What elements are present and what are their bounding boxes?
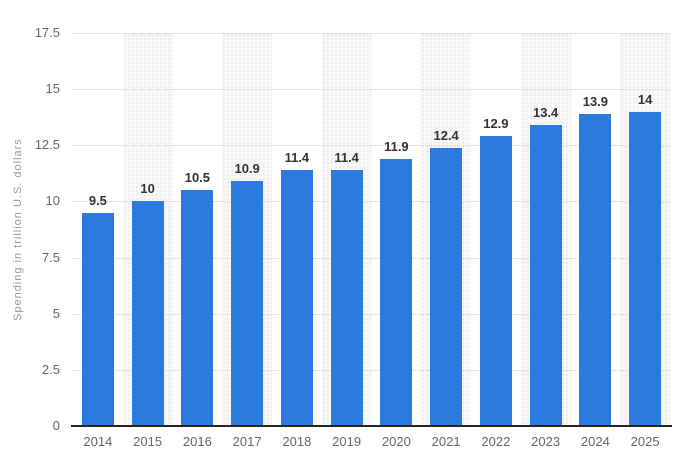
gridline-15 [73,89,670,91]
bar-2023[interactable] [530,125,562,426]
bar-value-label: 12.4 [433,128,459,143]
gridline-7.5 [73,257,670,259]
bar-value-label: 13.9 [582,94,609,109]
x-tick-label-2016: 2016 [182,434,212,449]
bar-value-label: 11.9 [384,139,409,154]
bar-2019[interactable] [331,170,363,426]
bar-2016[interactable] [181,190,213,426]
bar-value-label: 12.9 [483,116,509,131]
bar-value-label: 11.4 [284,150,310,165]
x-axis-line [71,425,672,427]
y-tick-label: 0 [52,418,60,433]
x-tick-label-2021: 2021 [431,434,461,449]
y-tick-label: 15 [45,81,60,97]
bar-2022[interactable] [480,136,512,426]
x-tick-label-2017: 2017 [232,434,262,449]
bar-2018[interactable] [281,170,313,426]
plot-band-2017 [222,33,272,426]
bar-value-label: 10 [140,181,155,196]
x-tick-label-2019: 2019 [332,434,362,449]
gridline-10 [73,201,670,203]
x-tick-label-2022: 2022 [481,434,511,449]
bar-2021[interactable] [430,148,462,426]
plot-area: 9.5 10 10.5 10.9 11.4 11.4 11.9 12.4 12.9 13.4 13.… [73,33,670,426]
y-tick-label: 2.5 [41,361,60,377]
bar-value-label: 10.5 [184,170,211,185]
bar-value-label: 10.9 [234,161,260,176]
gridline-12.5 [73,145,670,147]
bar-2020[interactable] [380,159,412,426]
bar-2015[interactable] [132,201,164,426]
bar-2017[interactable] [231,181,263,426]
x-tick-label-2024: 2024 [580,434,610,449]
y-tick-label: 10 [45,193,60,209]
gridline-5 [73,313,670,315]
x-tick-label-2023: 2023 [531,434,561,449]
bar-2014[interactable] [82,213,114,426]
gridline-2.5 [73,369,670,371]
bar-2025[interactable] [629,112,661,426]
x-tick-label-2014: 2014 [83,434,113,449]
y-tick-label: 7.5 [41,249,60,265]
x-tick-label-2018: 2018 [282,434,312,449]
x-tick-label-2015: 2015 [133,434,163,449]
y-tick-label: 12.5 [34,137,60,153]
bar-2024[interactable] [579,114,611,426]
x-tick-label-2025: 2025 [630,434,660,449]
y-tick-label: 17.5 [34,25,60,40]
bar-value-label: 13.4 [532,105,559,120]
y-tick-label: 5 [52,305,60,321]
x-tick-label-2020: 2020 [381,434,411,449]
bar-value-label: 9.5 [88,193,107,208]
bar-value-label: 11.4 [334,150,359,165]
gridline-17.5 [73,33,670,34]
bar-value-label: 14 [637,92,653,107]
